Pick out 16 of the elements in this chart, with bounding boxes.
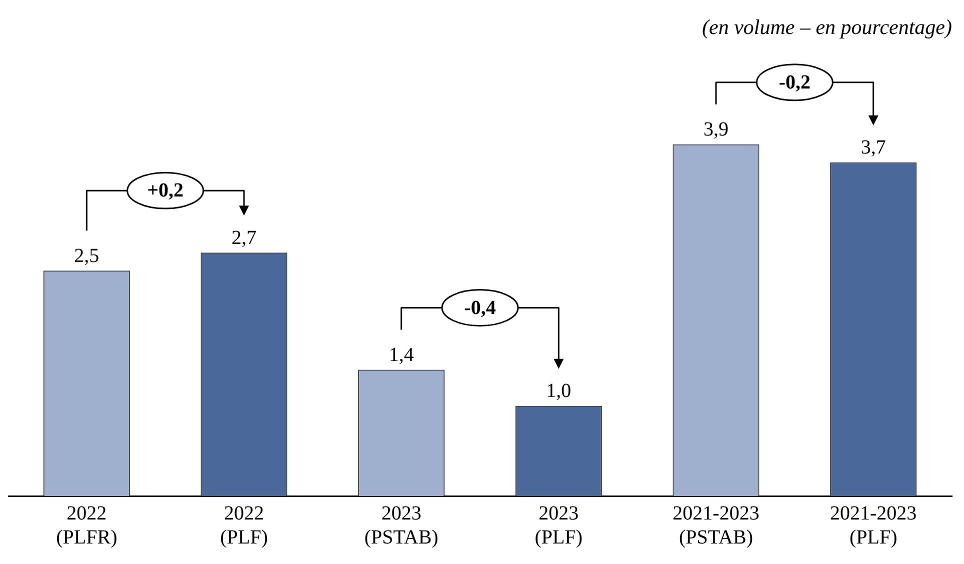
annotation: +0,2 (147, 180, 184, 202)
data-label: 3,9 (704, 118, 728, 141)
annotation: -0,4 (464, 296, 496, 319)
x-tick-label: 2022 (PLF) (220, 502, 268, 548)
data-label: 2,7 (232, 226, 256, 249)
x-tick-label: 2023 (PLF) (534, 502, 583, 548)
data-label: 1,4 (388, 344, 414, 366)
data-label: 2,5 (74, 244, 100, 267)
text: -0,2 (778, 72, 811, 94)
x-tick-label: 2021-2023 (PSTAB) (672, 502, 760, 548)
x-tick-label: 2023 (PSTAB) (364, 502, 438, 548)
data-label: 3,7 (860, 136, 886, 159)
x-tick-label: 2021-2023 (PLF) (830, 502, 917, 548)
x-tick-label: 2022 (PLFR) (56, 502, 118, 548)
chart-subtitle: (en volume – en pourcentage) (702, 15, 952, 40)
data-label: 1,0 (546, 380, 572, 402)
